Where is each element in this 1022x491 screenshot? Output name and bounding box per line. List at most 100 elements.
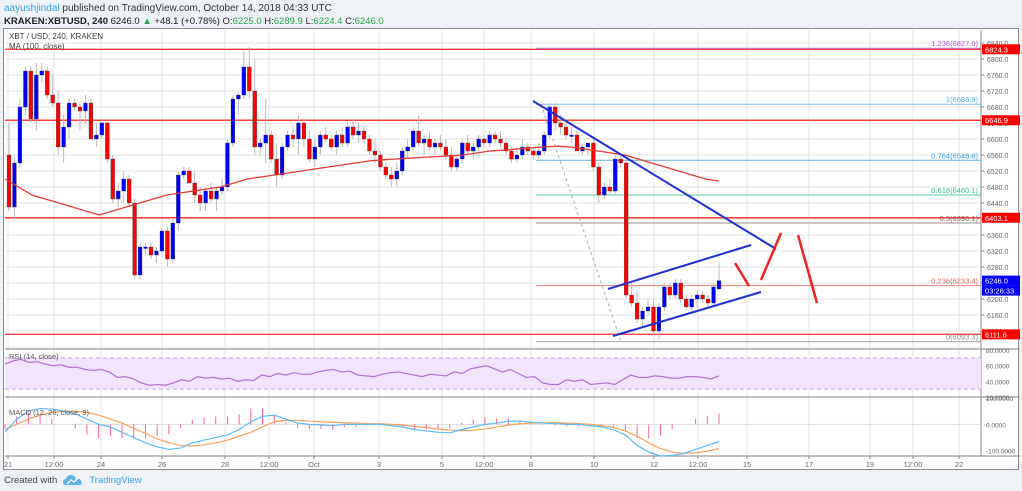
candle-up (471, 146, 476, 152)
time-tick-label: 19 (866, 460, 874, 469)
candle-up (432, 142, 438, 148)
footer: Created with TradingView (4, 474, 142, 486)
price-tick-label: 6160.0 (987, 313, 1009, 320)
last-price: 6246.0 (110, 16, 140, 27)
ma-100-line[interactable] (4, 145, 720, 216)
candle-down (389, 174, 394, 180)
candle-up (312, 146, 317, 160)
candle-up (318, 134, 323, 148)
macd-axis-label: 100.0000 (986, 396, 1013, 403)
candle-up (99, 122, 104, 136)
projection-arrow-line[interactable] (759, 232, 783, 281)
fib-level-label: 1.236(6827.0) (931, 39, 978, 48)
candle-up (645, 306, 651, 312)
rsi-axis-label: 60.0000 (986, 364, 1010, 371)
time-tick-label: 12:00 (45, 460, 64, 469)
trendline-descending-resistance[interactable] (532, 100, 777, 250)
price-badge (982, 275, 1020, 286)
rsi-legend: RSI (14, close) (9, 352, 59, 361)
fib-level-label: 0(6093.3) (946, 333, 979, 342)
candle-up (411, 130, 416, 148)
candle-down (50, 94, 55, 104)
macd-axis-label: 0.0000 (986, 422, 1006, 429)
candle-up (711, 286, 716, 304)
candlestick-series[interactable] (6, 47, 722, 339)
candle-down (340, 134, 345, 144)
candle-down (591, 142, 596, 168)
candle-down (531, 150, 536, 156)
symbol-quote-line: KRAKEN:XBTUSD, 240 6246.0 ▲ +48.1 (+0.78… (4, 15, 384, 28)
candle-down (132, 202, 137, 276)
candle-up (487, 134, 492, 144)
candle-down (274, 158, 279, 176)
candle-down (77, 106, 83, 112)
price-badge (982, 44, 1020, 55)
candle-down (72, 102, 77, 108)
fib-level-label: 1(6686.9) (946, 95, 979, 104)
price-tick-label: 6560.0 (987, 153, 1009, 160)
candle-up (394, 170, 399, 180)
rsi-axis-label: 40.0000 (986, 379, 1010, 386)
candle-up (356, 130, 361, 136)
macd-axis-label: -100.0000 (986, 449, 1016, 456)
time-tick-label: 12 (650, 460, 658, 469)
created-with-text: Created with (4, 474, 58, 486)
candle-down (651, 306, 656, 332)
candle-down (493, 134, 498, 140)
projection-arrow-line[interactable] (796, 234, 819, 304)
candle-down (56, 102, 61, 148)
candle-up (154, 250, 159, 256)
price-badge (982, 212, 1020, 223)
candle-down (88, 102, 93, 140)
trendline-channel-upper[interactable] (607, 244, 752, 290)
time-tick-label: 28 (221, 460, 229, 469)
candle-down (503, 142, 509, 152)
time-axis[interactable]: 21 12:00 24 26 28 12:00 Oct 3 5 12:00 8 10 12 12:00 15… (4, 456, 963, 469)
price-tick-label: 6200.0 (987, 297, 1009, 304)
time-tick-label: 12:00 (689, 460, 708, 469)
candle-up (656, 306, 661, 332)
price-tick-label: 6280.0 (987, 265, 1009, 272)
candle-down (624, 162, 629, 296)
rsi-line[interactable] (4, 358, 720, 386)
trendline-channel-lower[interactable] (612, 291, 762, 337)
time-tick-label: 17 (805, 460, 813, 469)
candle-up (116, 190, 121, 200)
price-badge (982, 329, 1020, 340)
candle-down (307, 138, 312, 160)
candle-down (45, 70, 50, 96)
candle-down (558, 122, 563, 128)
candle-down (596, 166, 601, 196)
candle-up (285, 134, 290, 148)
time-tick-label: 8 (529, 460, 533, 469)
time-tick-label: 26 (158, 460, 166, 469)
candle-down (372, 150, 377, 156)
tradingview-link[interactable]: TradingView (89, 474, 142, 486)
candle-down (607, 186, 612, 192)
candle-down (574, 134, 580, 152)
projection-arrow-line[interactable] (733, 262, 751, 287)
low-label: L: (305, 16, 314, 27)
candle-down (416, 130, 421, 144)
macd-signal-line[interactable] (4, 410, 720, 454)
chart-frame[interactable]: 21 12:00 24 26 28 12:00 Oct 3 5 12:00 8 10 12 12:00 15… (3, 28, 1020, 471)
candle-up (602, 186, 607, 196)
fib-level-label: 0.764(6546.8) (931, 151, 978, 160)
candle-up (236, 94, 241, 100)
candle-up (280, 146, 285, 176)
candle-down (165, 230, 170, 260)
time-tick-label: 10 (590, 460, 598, 469)
candle-up (258, 142, 263, 148)
candle-down (449, 154, 454, 168)
candle-down (427, 138, 432, 148)
candle-up (225, 142, 230, 188)
author-link[interactable]: aayushjindal (4, 3, 60, 14)
macd-line[interactable] (4, 407, 720, 457)
candle-up (39, 70, 44, 76)
price-change: +48.1 (+0.78%) (154, 16, 220, 27)
candle-down (635, 302, 640, 320)
chart-canvas[interactable]: 21 12:00 24 26 28 12:00 Oct 3 5 12:00 8 10 12 12:00 15… (4, 29, 1020, 471)
fibonacci-retracement[interactable]: 1.236(6827.0) 1(6686.9) 0.764(6546.8) 0.618… (536, 39, 981, 343)
bar-countdown-badge (982, 285, 1020, 296)
time-tick-label: Oct (308, 460, 321, 469)
